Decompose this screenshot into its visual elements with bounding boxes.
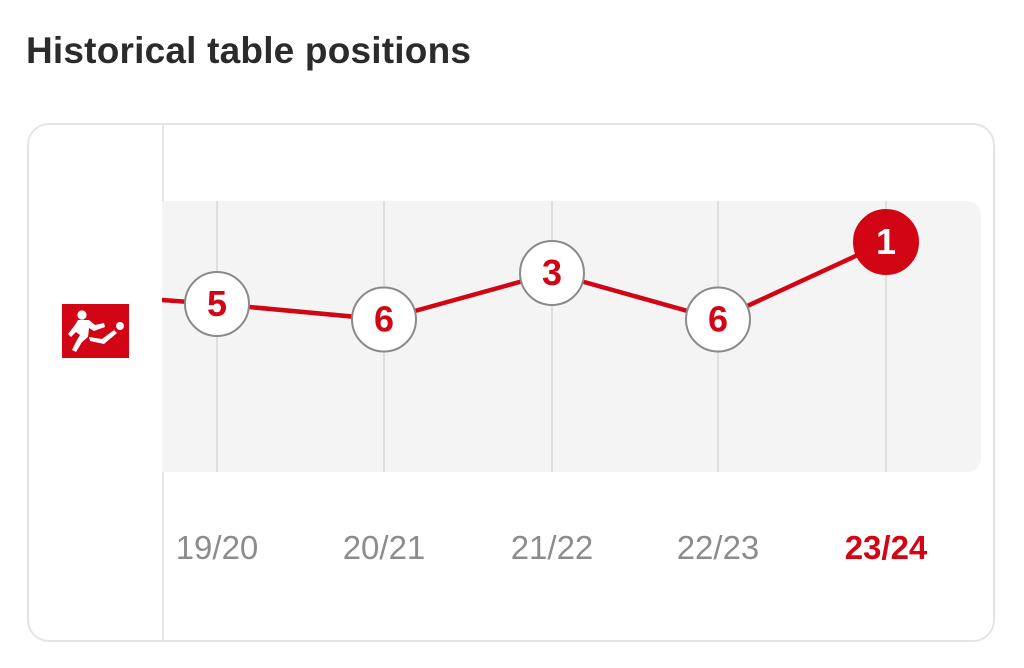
position-marker-21-22: [519, 240, 585, 306]
position-marker-20-21: [351, 286, 417, 353]
season-label-23-24: 23/24: [845, 529, 928, 566]
bundesliga-logo-icon: [62, 304, 129, 358]
position-value-21-22: 3: [542, 252, 562, 293]
position-value-19-20: 5: [207, 283, 227, 324]
position-value-23-24: 1: [876, 221, 896, 262]
league-column: [29, 125, 164, 640]
plot-background-band: [162, 201, 981, 472]
position-marker-19-20: [184, 271, 250, 337]
position-value-20-21: 6: [374, 299, 394, 340]
season-label-21-22: 21/22: [511, 529, 594, 566]
section-title: Historical table positions: [26, 30, 472, 71]
position-marker-23-24: [853, 209, 919, 275]
position-marker-22-23: [685, 286, 751, 353]
season-label-19-20: 19/20: [176, 529, 259, 566]
season-label-22-23: 22/23: [677, 529, 760, 566]
season-label-20-21: 20/21: [343, 529, 426, 566]
position-value-22-23: 6: [708, 299, 728, 340]
